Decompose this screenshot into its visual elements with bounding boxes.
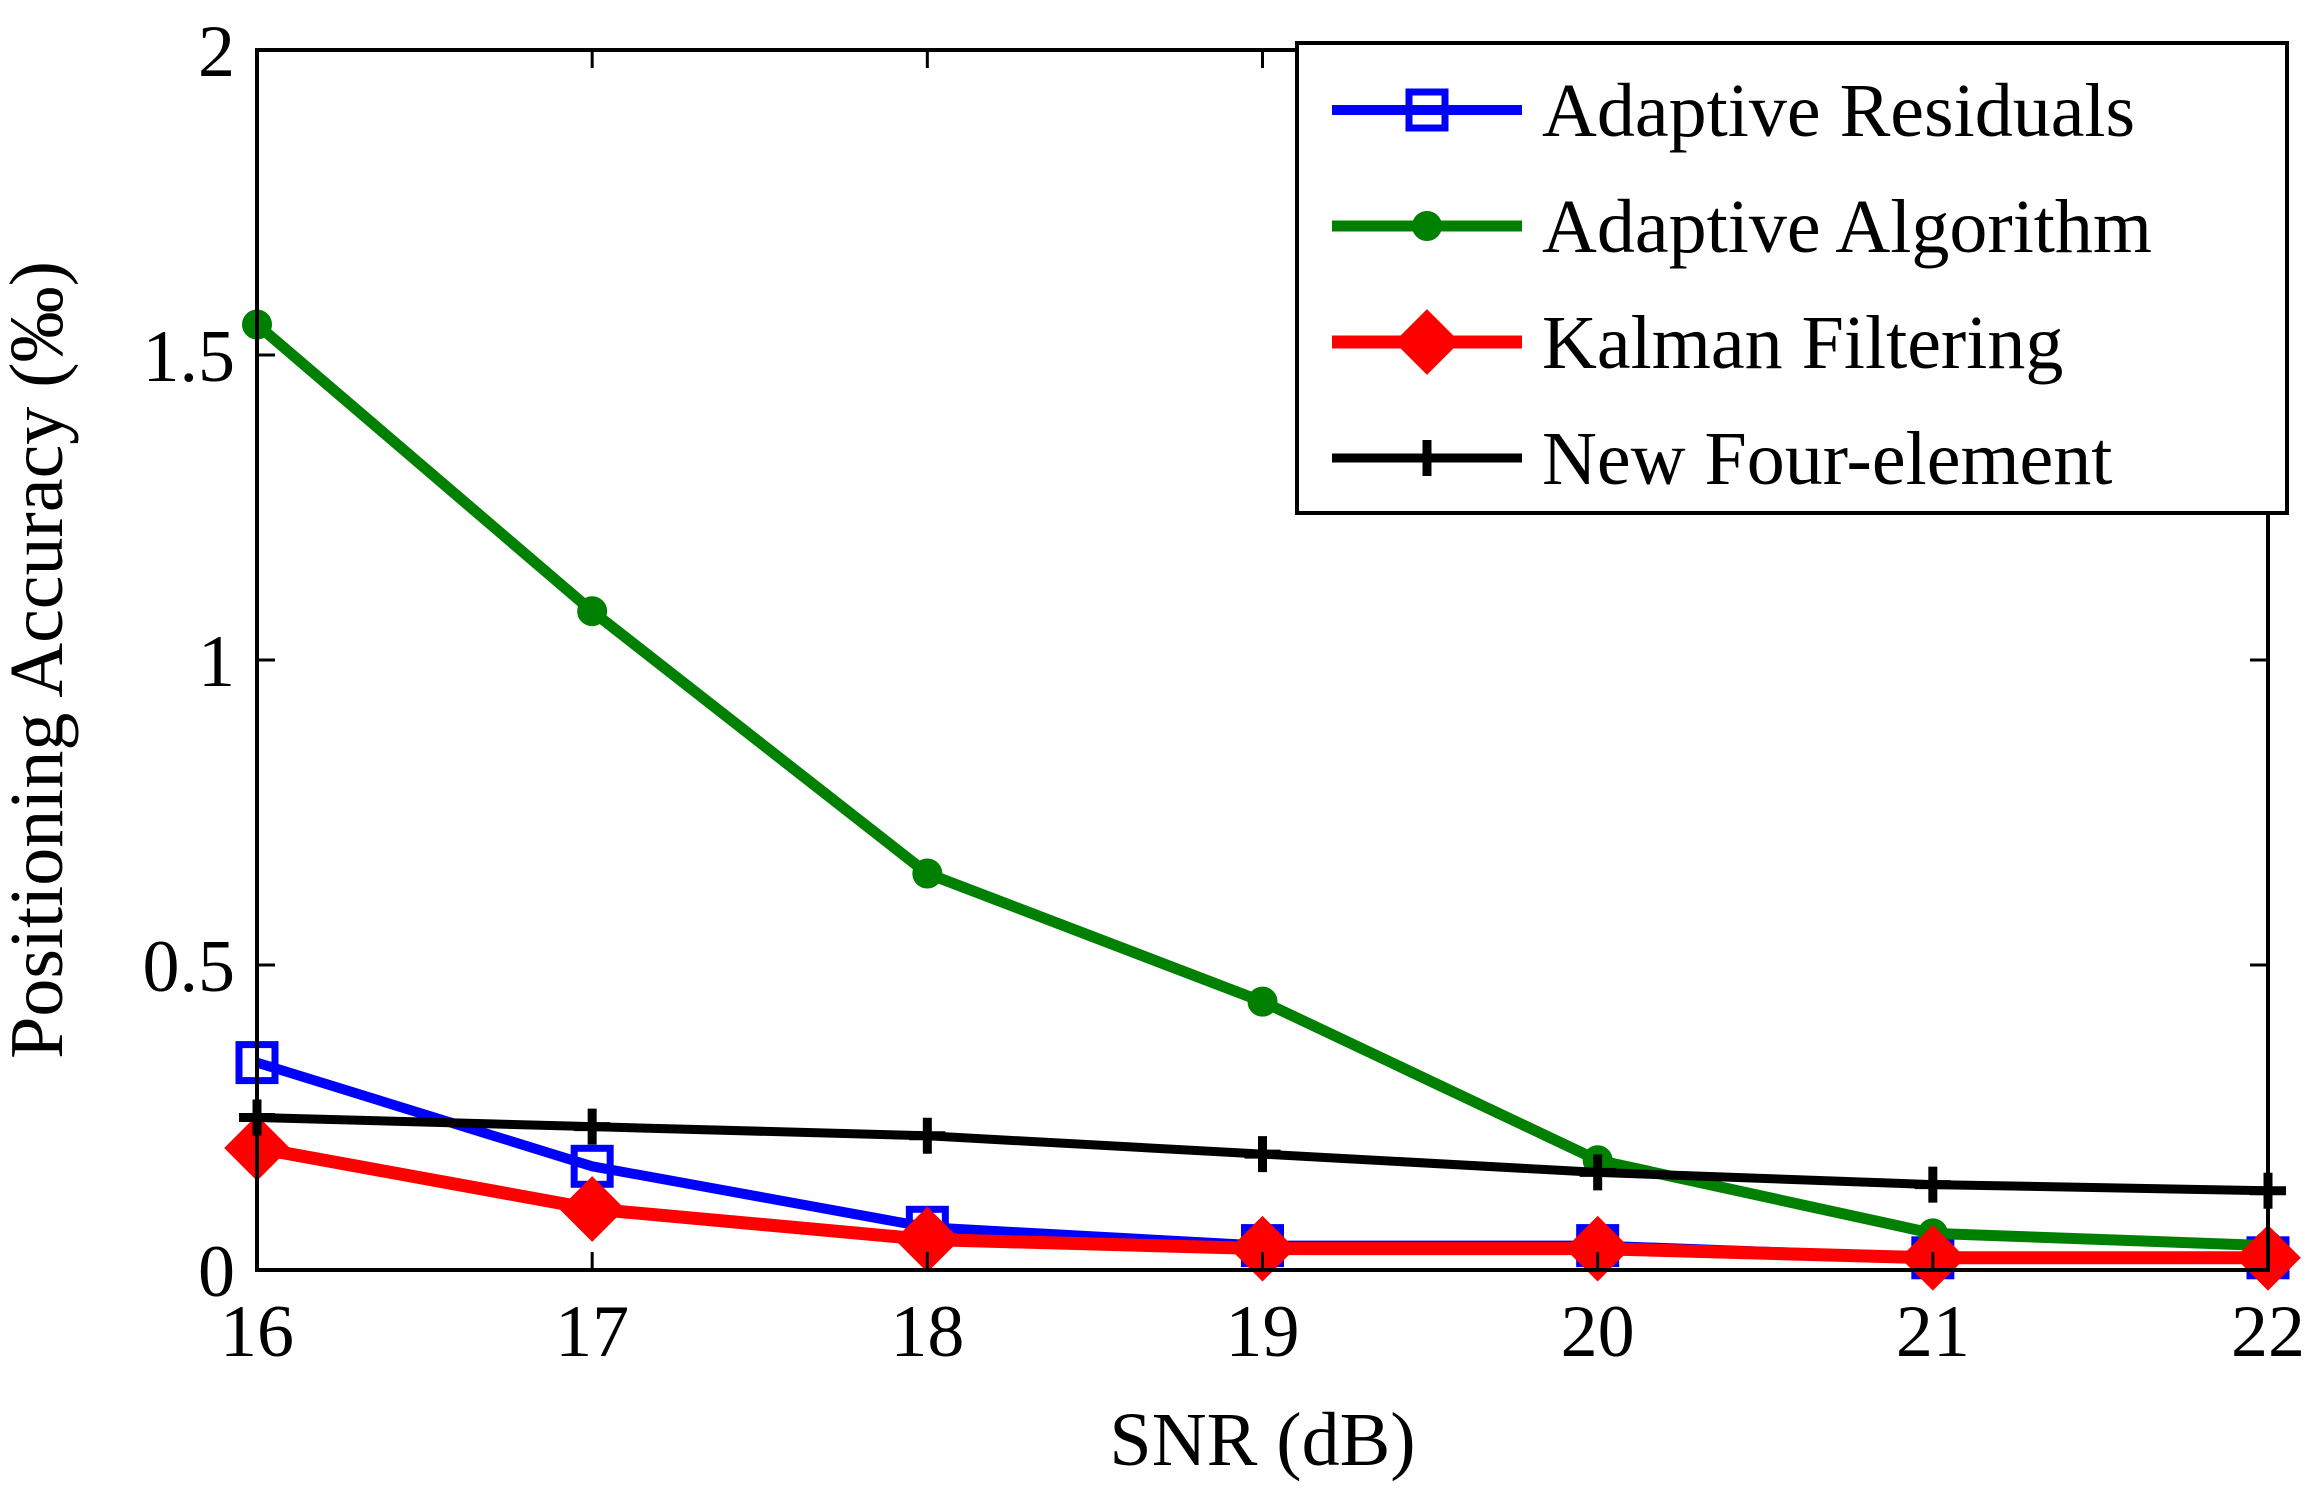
- data-point: [912, 858, 943, 889]
- data-point: [1247, 986, 1278, 1017]
- data-point: [909, 1117, 946, 1154]
- data-point: [1914, 1166, 1951, 1203]
- legend-marker: [1394, 309, 1460, 375]
- x-tick-label: 17: [555, 1291, 629, 1373]
- y-tick-label: 1: [198, 621, 235, 703]
- x-tick-label: 18: [890, 1291, 964, 1373]
- legend-label: Kalman Filtering: [1542, 301, 2063, 385]
- data-point: [559, 1176, 625, 1242]
- y-tick-label: 1.5: [143, 316, 236, 398]
- data-point: [1579, 1154, 1616, 1191]
- y-tick-label: 0.5: [143, 926, 236, 1008]
- legend-item: Adaptive Residuals: [1332, 69, 2135, 153]
- axes: 16 17 18 19 20 21 22 0 0.5 1 1.5 2 SNR (dB) Positioni…: [0, 11, 2305, 1482]
- legend-label: Adaptive Algorithm: [1542, 185, 2152, 269]
- series-new-four-element: [239, 1099, 2286, 1209]
- x-axis-title: SNR (dB): [1109, 1398, 1415, 1482]
- legend-marker: [1405, 88, 1449, 132]
- x-tick-label: 19: [1226, 1291, 1300, 1373]
- data-point: [577, 596, 608, 627]
- y-tick-label: 2: [198, 11, 235, 93]
- legend-marker: [1409, 440, 1445, 476]
- data-point: [1564, 1215, 1631, 1282]
- legend: Adaptive Residuals Adaptive Algorithm Kalm…: [1295, 41, 2289, 515]
- legend-label: New Four-element: [1542, 417, 2112, 501]
- legend-label: Adaptive Residuals: [1542, 69, 2135, 153]
- legend-item: Kalman Filtering: [1332, 301, 2063, 385]
- data-point: [574, 1108, 611, 1145]
- data-point: [1244, 1136, 1281, 1173]
- legend-item: Adaptive Algorithm: [1332, 185, 2152, 269]
- y-axis-title: Positioning Accuracy (‰): [0, 261, 79, 1059]
- data-point: [1229, 1215, 1296, 1282]
- y-tick-label: 0: [198, 1231, 235, 1313]
- x-tick-label: 20: [1561, 1291, 1635, 1373]
- x-tick-label: 22: [2231, 1291, 2305, 1373]
- legend-marker: [1412, 211, 1442, 241]
- legend-item: New Four-element: [1332, 417, 2112, 501]
- legend-box: [1295, 41, 2289, 515]
- x-tick-label: 16: [220, 1291, 294, 1373]
- x-tick-label: 21: [1896, 1291, 1970, 1373]
